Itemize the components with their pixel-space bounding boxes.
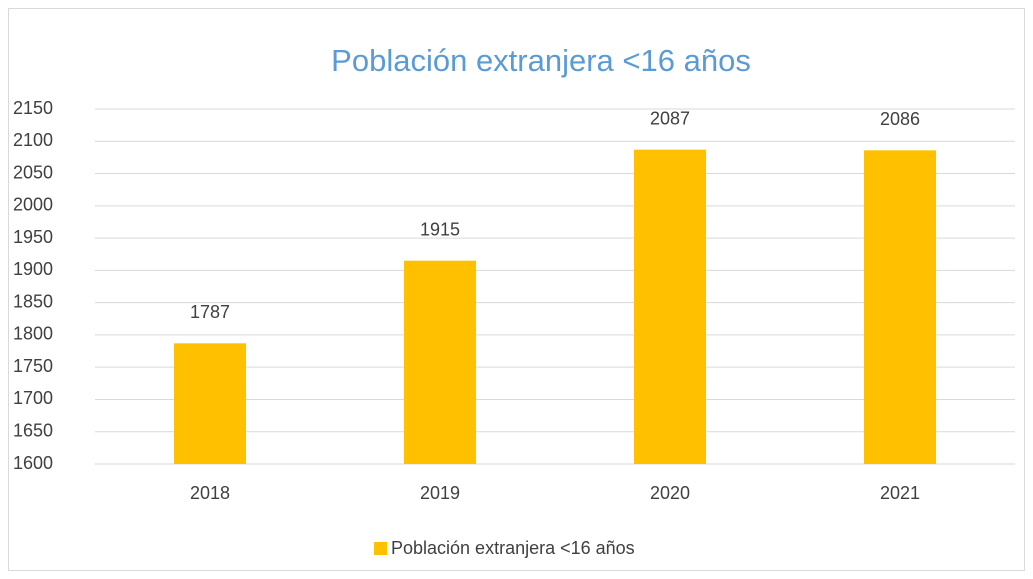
x-tick-label: 2021 xyxy=(880,483,920,503)
y-tick-label: 1650 xyxy=(13,420,53,440)
bar xyxy=(864,150,936,465)
data-label: 1915 xyxy=(420,219,460,239)
y-tick-label: 1700 xyxy=(13,388,53,408)
bar xyxy=(404,260,476,464)
bar xyxy=(174,343,246,464)
y-tick-label: 1800 xyxy=(13,324,53,344)
y-tick-label: 2100 xyxy=(13,130,53,150)
data-label: 2087 xyxy=(650,108,690,128)
x-tick-label: 2020 xyxy=(650,483,690,503)
x-tick-label: 2019 xyxy=(420,483,460,503)
bar xyxy=(634,149,706,464)
x-tick-label: 2018 xyxy=(190,483,230,503)
y-tick-label: 1900 xyxy=(13,259,53,279)
data-label: 1787 xyxy=(190,302,230,322)
data-label: 2086 xyxy=(880,109,920,129)
y-tick-label: 2000 xyxy=(13,195,53,215)
y-tick-label: 1600 xyxy=(13,453,53,473)
y-tick-label: 1750 xyxy=(13,356,53,376)
chart-title: Población extranjera <16 años xyxy=(331,43,751,78)
chart-border xyxy=(8,8,1025,571)
y-tick-label: 2150 xyxy=(13,98,53,118)
y-tick-label: 2050 xyxy=(13,162,53,182)
y-tick-label: 1950 xyxy=(13,227,53,247)
y-tick-label: 1850 xyxy=(13,291,53,311)
legend-swatch xyxy=(374,542,387,555)
legend-label: Población extranjera <16 años xyxy=(391,538,635,558)
